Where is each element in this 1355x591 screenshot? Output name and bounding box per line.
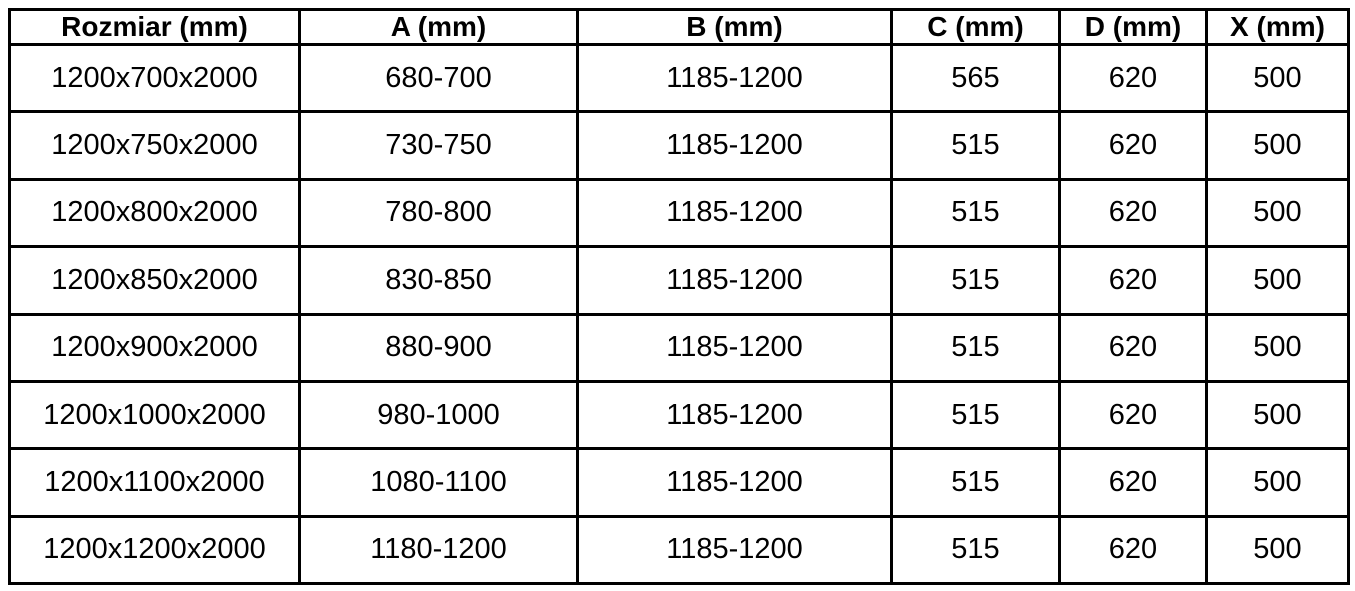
table-cell: 620: [1058, 312, 1208, 383]
column-header: C (mm): [890, 8, 1061, 46]
table-cell: 500: [1205, 42, 1350, 114]
dimensions-spec-table: Rozmiar (mm) A (mm) B (mm) C (mm) D (mm) X (m…: [8, 8, 1350, 586]
table-cell: 1185-1200: [576, 379, 893, 451]
table-cell: 1185-1200: [576, 177, 893, 249]
table-cell: 620: [1058, 514, 1208, 586]
table-cell: 1185-1200: [576, 312, 893, 383]
table-cell: 515: [890, 110, 1061, 181]
table-cell: 1200x1100x2000: [8, 447, 301, 518]
table-row: 1200x1000x2000 980-1000 1185-1200 515 620 500: [8, 379, 1350, 451]
table-cell: 565: [890, 42, 1061, 114]
table-cell: 500: [1205, 447, 1350, 518]
table-cell: 1185-1200: [576, 42, 893, 114]
table-cell: 500: [1205, 514, 1350, 586]
table-cell: 620: [1058, 447, 1208, 518]
table-row: 1200x1200x2000 1180-1200 1185-1200 515 620 50…: [8, 514, 1350, 586]
table-cell: 620: [1058, 245, 1208, 316]
table-cell: 515: [890, 245, 1061, 316]
table-row: 1200x1100x2000 1080-1100 1185-1200 515 620 50…: [8, 447, 1350, 518]
table-cell: 730-750: [298, 110, 579, 181]
table-cell: 1080-1100: [298, 447, 579, 518]
table-cell: 780-800: [298, 177, 579, 249]
table-row: 1200x750x2000 730-750 1185-1200 515 620 500: [8, 110, 1350, 181]
table-cell: 515: [890, 447, 1061, 518]
table-cell: 620: [1058, 177, 1208, 249]
table-cell: 620: [1058, 42, 1208, 114]
table-cell: 1200x1000x2000: [8, 379, 301, 451]
table-cell: 1200x1200x2000: [8, 514, 301, 586]
table-cell: 1185-1200: [576, 110, 893, 181]
column-header: Rozmiar (mm): [8, 8, 301, 46]
table-cell: 1185-1200: [576, 447, 893, 518]
table-cell: 1180-1200: [298, 514, 579, 586]
table-cell: 680-700: [298, 42, 579, 114]
table-row: 1200x700x2000 680-700 1185-1200 565 620 500: [8, 42, 1350, 114]
table-cell: 830-850: [298, 245, 579, 316]
table-row: 1200x850x2000 830-850 1185-1200 515 620 500: [8, 245, 1350, 316]
table-cell: 515: [890, 312, 1061, 383]
table-cell: 500: [1205, 379, 1350, 451]
table-cell: 1200x750x2000: [8, 110, 301, 181]
table-cell: 1200x700x2000: [8, 42, 301, 114]
table-cell: 500: [1205, 177, 1350, 249]
table-cell: 500: [1205, 110, 1350, 181]
table-cell: 1200x850x2000: [8, 245, 301, 316]
table-cell: 1185-1200: [576, 245, 893, 316]
table-cell: 1185-1200: [576, 514, 893, 586]
table-cell: 515: [890, 177, 1061, 249]
table-cell: 1200x800x2000: [8, 177, 301, 249]
column-header: A (mm): [298, 8, 579, 46]
table-cell: 880-900: [298, 312, 579, 383]
column-header: B (mm): [576, 8, 893, 46]
table-cell: 620: [1058, 110, 1208, 181]
table-cell: 1200x900x2000: [8, 312, 301, 383]
table-row: 1200x800x2000 780-800 1185-1200 515 620 500: [8, 177, 1350, 249]
table-body: 1200x700x2000 680-700 1185-1200 565 620 500 12…: [8, 42, 1350, 586]
table-cell: 500: [1205, 245, 1350, 316]
table-header-row: Rozmiar (mm) A (mm) B (mm) C (mm) D (mm) X (m…: [8, 8, 1350, 46]
column-header: D (mm): [1058, 8, 1208, 46]
table-cell: 620: [1058, 379, 1208, 451]
table-cell: 515: [890, 379, 1061, 451]
table-cell: 500: [1205, 312, 1350, 383]
table-row: 1200x900x2000 880-900 1185-1200 515 620 500: [8, 312, 1350, 383]
column-header: X (mm): [1205, 8, 1350, 46]
table-cell: 980-1000: [298, 379, 579, 451]
table-cell: 515: [890, 514, 1061, 586]
